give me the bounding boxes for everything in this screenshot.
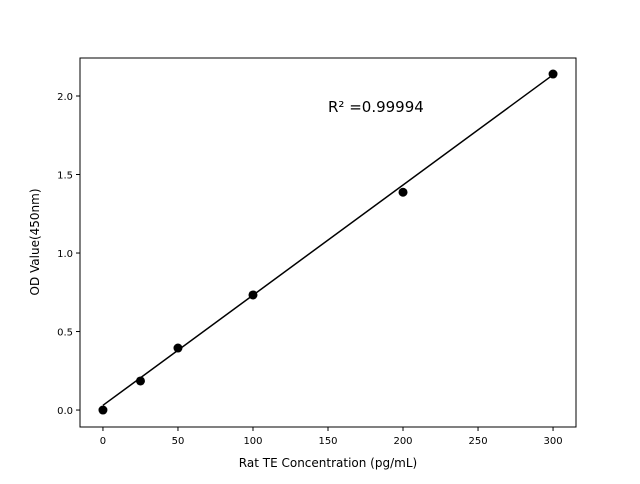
y-tick-label: 2.0 <box>57 92 73 103</box>
x-tick-label: 0 <box>100 436 106 447</box>
data-point <box>98 405 108 415</box>
x-tick-label: 250 <box>468 436 487 447</box>
x-axis-label: Rat TE Concentration (pg/mL) <box>239 456 417 470</box>
data-point <box>248 290 258 300</box>
x-tick-label: 200 <box>393 436 412 447</box>
x-tick-label: 50 <box>172 436 185 447</box>
data-point <box>135 376 145 386</box>
data-point <box>548 69 558 79</box>
y-tick-label: 1.0 <box>57 249 73 260</box>
y-tick-label: 0.0 <box>57 406 73 417</box>
data-point <box>173 343 183 353</box>
x-tick-label: 300 <box>543 436 562 447</box>
fit-line <box>102 74 554 406</box>
y-tick-label: 0.5 <box>57 328 73 339</box>
y-tick-label: 1.5 <box>57 171 73 182</box>
data-point <box>398 187 408 197</box>
y-axis-label: OD Value(450nm) <box>28 188 42 295</box>
x-tick-label: 100 <box>243 436 262 447</box>
r-squared-annotation: R² =0.99994 <box>328 98 424 116</box>
x-tick-label: 150 <box>318 436 337 447</box>
